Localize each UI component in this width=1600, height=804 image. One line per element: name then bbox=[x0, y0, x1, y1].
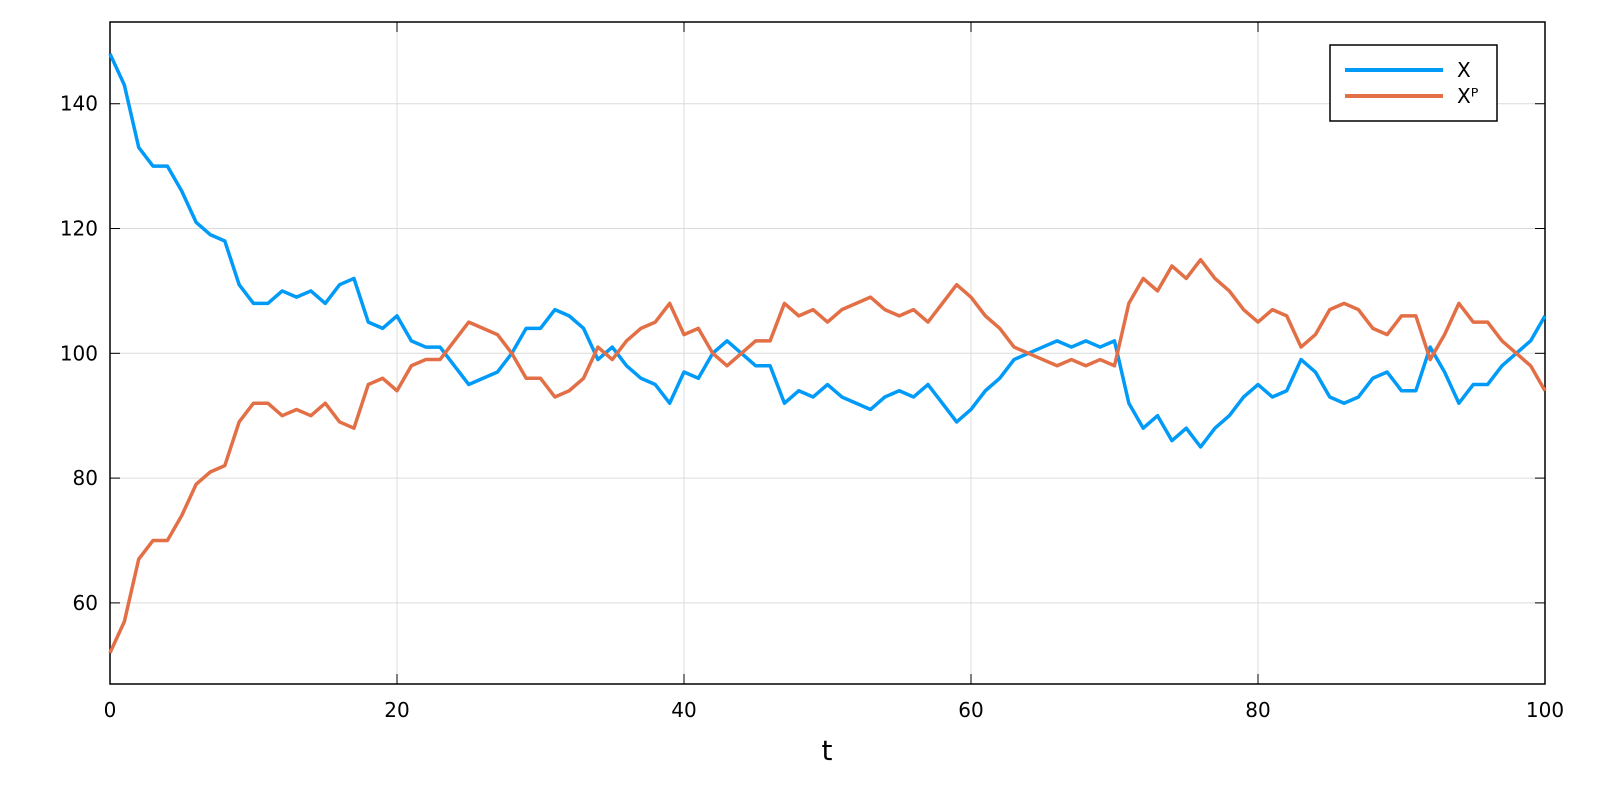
line-series bbox=[108, 257, 1547, 654]
x-axis-label: t bbox=[822, 734, 833, 767]
x-tick-label: 0 bbox=[104, 698, 117, 722]
y-tick-label: 120 bbox=[60, 217, 98, 241]
y-tick-label: 140 bbox=[60, 92, 98, 116]
x-tick-label: 20 bbox=[384, 698, 409, 722]
x-tick-label: 60 bbox=[958, 698, 983, 722]
y-tick-label: 100 bbox=[60, 341, 98, 365]
x-tick-label: 40 bbox=[671, 698, 696, 722]
legend-label: X bbox=[1457, 58, 1471, 82]
x-tick-label: 80 bbox=[1245, 698, 1270, 722]
y-tick-label: 60 bbox=[73, 591, 98, 615]
legend-label: Xᴾ bbox=[1457, 84, 1479, 108]
line-series bbox=[108, 53, 1547, 449]
x-tick-label: 100 bbox=[1526, 698, 1564, 722]
plot-frame bbox=[109, 21, 1546, 685]
legend-box bbox=[1329, 44, 1498, 122]
y-tick-label: 80 bbox=[73, 466, 98, 490]
